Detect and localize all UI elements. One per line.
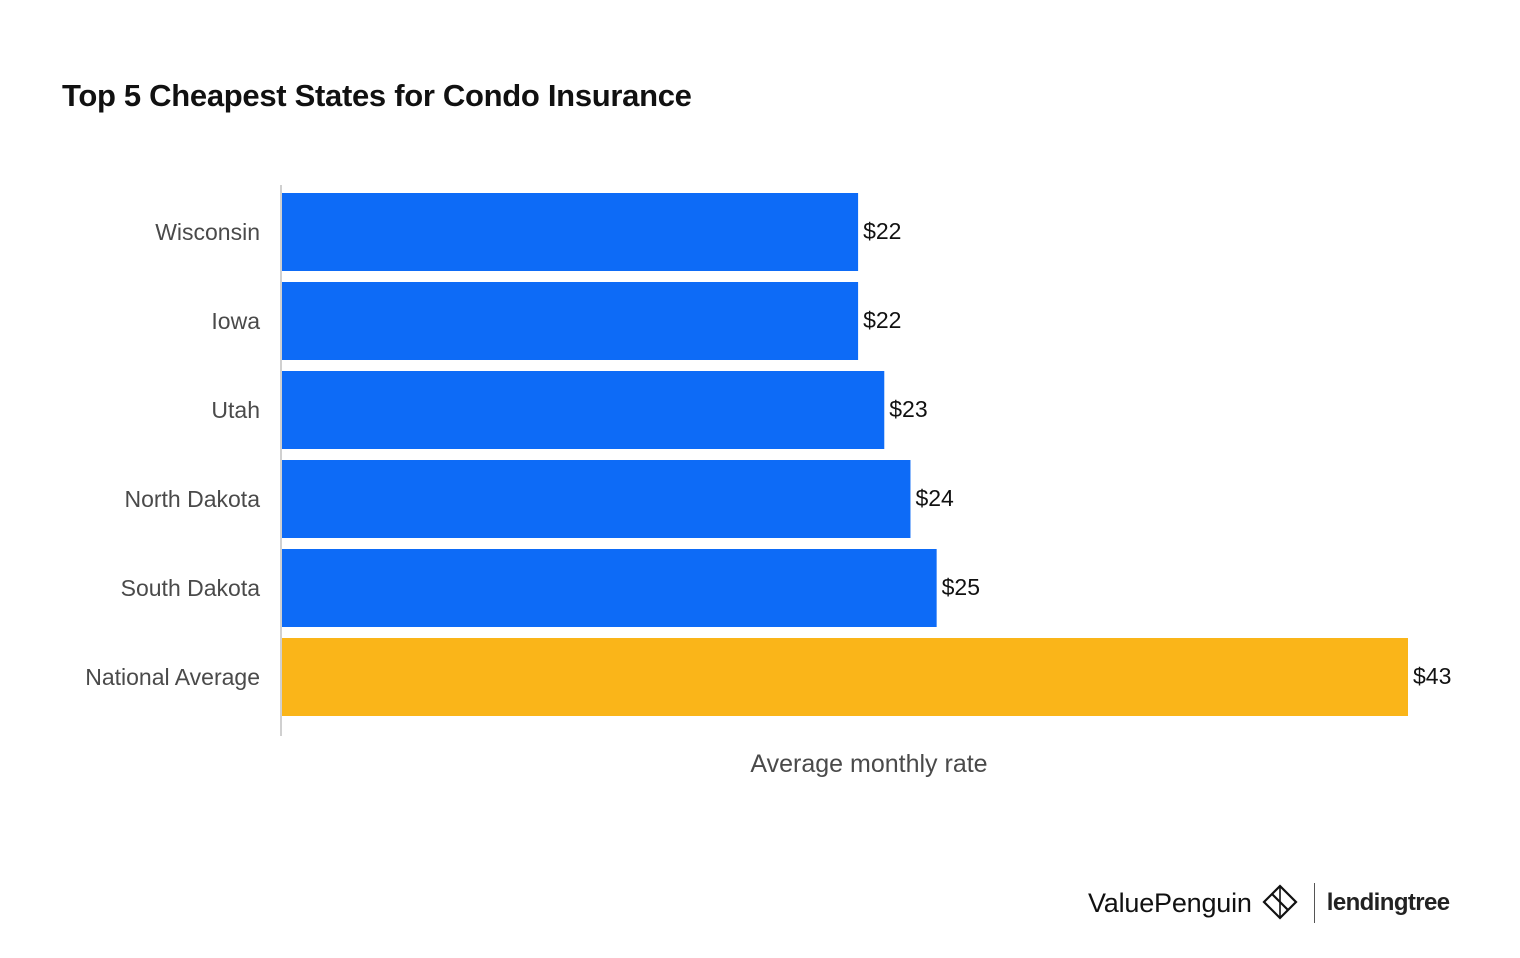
bar-iowa (282, 282, 859, 360)
value-label: $22 (863, 307, 901, 333)
category-label: South Dakota (121, 575, 261, 601)
value-label: $43 (1413, 663, 1451, 689)
value-label: $24 (915, 485, 954, 511)
value-label: $25 (942, 574, 980, 600)
value-label: $22 (863, 218, 901, 244)
bar-north-dakota (282, 460, 911, 538)
category-label: Utah (211, 397, 260, 423)
bar-south-dakota (282, 549, 937, 627)
valuepenguin-logo-icon (1262, 884, 1298, 920)
category-label: Wisconsin (155, 219, 260, 245)
chart-title: Top 5 Cheapest States for Condo Insuranc… (62, 78, 692, 113)
category-label: Iowa (211, 308, 260, 334)
value-label: $23 (889, 396, 927, 422)
bar-utah (282, 371, 885, 449)
valuepenguin-wordmark: ValuePenguin (1088, 887, 1252, 918)
bar-national-average (282, 638, 1408, 716)
category-label: North Dakota (124, 486, 260, 512)
labels-layer: Wisconsin $22 Iowa $22 Utah $23 North Dakota $2… (85, 218, 1451, 690)
bar-wisconsin (282, 193, 859, 271)
footer-branding: ValuePenguin lendingtree (1088, 878, 1450, 928)
x-axis-title: Average monthly rate (750, 750, 987, 778)
lendingtree-wordmark: lendingtree (1326, 889, 1450, 916)
category-label: National Average (85, 664, 260, 690)
bars-layer (282, 193, 1408, 716)
footer-divider (1313, 883, 1315, 923)
